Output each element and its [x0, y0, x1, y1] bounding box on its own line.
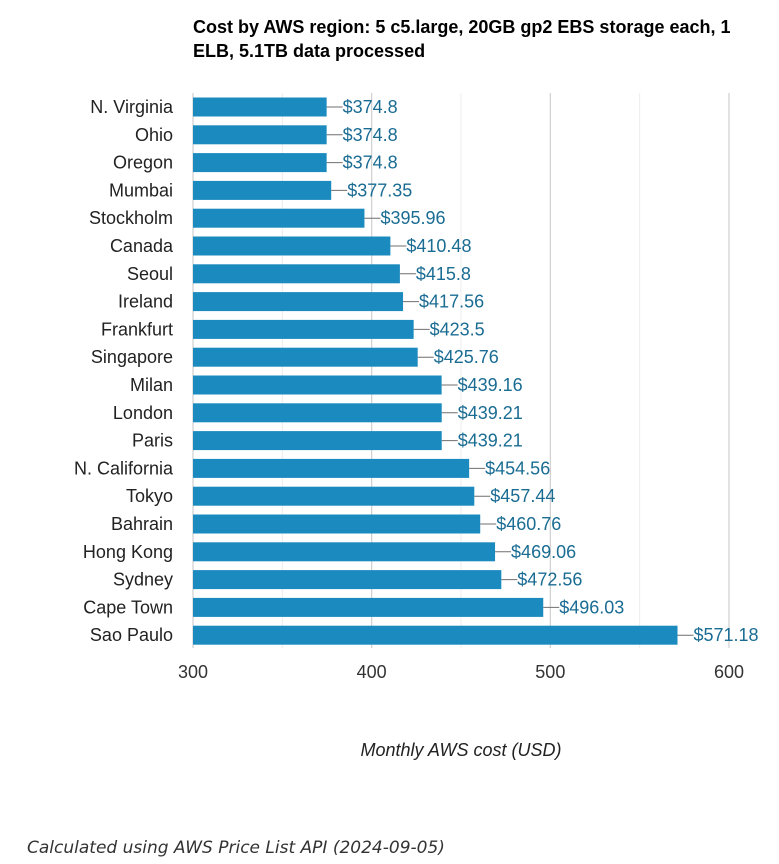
value-label: $395.96: [380, 208, 445, 228]
bar: [193, 264, 400, 284]
bar: [193, 236, 391, 256]
value-label: $454.56: [485, 458, 550, 478]
x-tick-label: 500: [535, 662, 565, 682]
bars: $374.8 $374.8 $374.8 $377.35 $395.96 $410.48 $…: [193, 97, 759, 645]
category-label: Paris: [132, 431, 173, 451]
value-label: $472.56: [517, 570, 582, 590]
category-label: Singapore: [91, 347, 173, 367]
value-label: $377.35: [347, 180, 412, 200]
category-label: Ireland: [118, 292, 173, 312]
category-label: Ohio: [135, 125, 173, 145]
bar: [193, 570, 502, 590]
value-label: $571.18: [694, 625, 759, 645]
category-label: N. California: [74, 458, 174, 478]
bar: [193, 347, 418, 367]
value-label: $425.76: [434, 347, 499, 367]
category-label: Stockholm: [89, 208, 173, 228]
value-label: $457.44: [490, 486, 555, 506]
x-axis-title: Monthly AWS cost (USD): [360, 740, 562, 760]
bar: [193, 514, 481, 534]
bar: [193, 180, 332, 200]
bar: [193, 319, 414, 339]
category-label: Oregon: [113, 153, 173, 173]
category-label: N. Virginia: [90, 97, 174, 117]
category-label: Cape Town: [83, 597, 173, 617]
bar: [193, 431, 442, 451]
category-label: Mumbai: [109, 180, 173, 200]
category-label: Bahrain: [111, 514, 173, 534]
category-label: Seoul: [127, 264, 173, 284]
x-tick-label: 300: [178, 662, 208, 682]
category-labels: N. Virginia Ohio Oregon Mumbai Stockholm Cana…: [74, 97, 174, 645]
category-label: Sao Paulo: [90, 625, 173, 645]
value-label: $410.48: [406, 236, 471, 256]
value-label: $374.8: [343, 97, 398, 117]
value-label: $439.21: [458, 403, 523, 423]
value-label: $423.5: [430, 319, 485, 339]
source-note: Calculated using AWS Price List API (202…: [27, 838, 445, 858]
bar: [193, 542, 496, 562]
bar: [193, 292, 404, 312]
value-label: $417.56: [419, 292, 484, 312]
value-label: $469.06: [511, 542, 576, 562]
bar: [193, 625, 678, 645]
bar: [193, 403, 442, 423]
category-label: Tokyo: [126, 486, 173, 506]
bar: [193, 486, 475, 506]
bar: [193, 97, 327, 117]
bar: [193, 375, 442, 395]
value-label: $439.16: [458, 375, 523, 395]
category-label: Hong Kong: [83, 542, 173, 562]
bar: [193, 458, 470, 478]
value-label: $374.8: [343, 125, 398, 145]
x-tick-label: 600: [714, 662, 744, 682]
category-label: Frankfurt: [101, 319, 173, 339]
value-label: $439.21: [458, 431, 523, 451]
value-label: $415.8: [416, 264, 471, 284]
x-tick-label: 400: [357, 662, 387, 682]
category-label: Milan: [130, 375, 173, 395]
bar: [193, 153, 327, 173]
value-label: $460.76: [496, 514, 561, 534]
value-label: $374.8: [343, 153, 398, 173]
category-label: Canada: [110, 236, 174, 256]
category-label: London: [113, 403, 173, 423]
category-label: Sydney: [113, 570, 173, 590]
bar: [193, 208, 365, 228]
bar: [193, 125, 327, 145]
chart-title: Cost by AWS region: 5 c5.large, 20GB gp2…: [193, 17, 731, 61]
value-label: $496.03: [559, 597, 624, 617]
grid-lines: [192, 93, 730, 648]
x-tick-labels: 300 400 500 600: [178, 662, 744, 682]
bar: [193, 597, 544, 617]
